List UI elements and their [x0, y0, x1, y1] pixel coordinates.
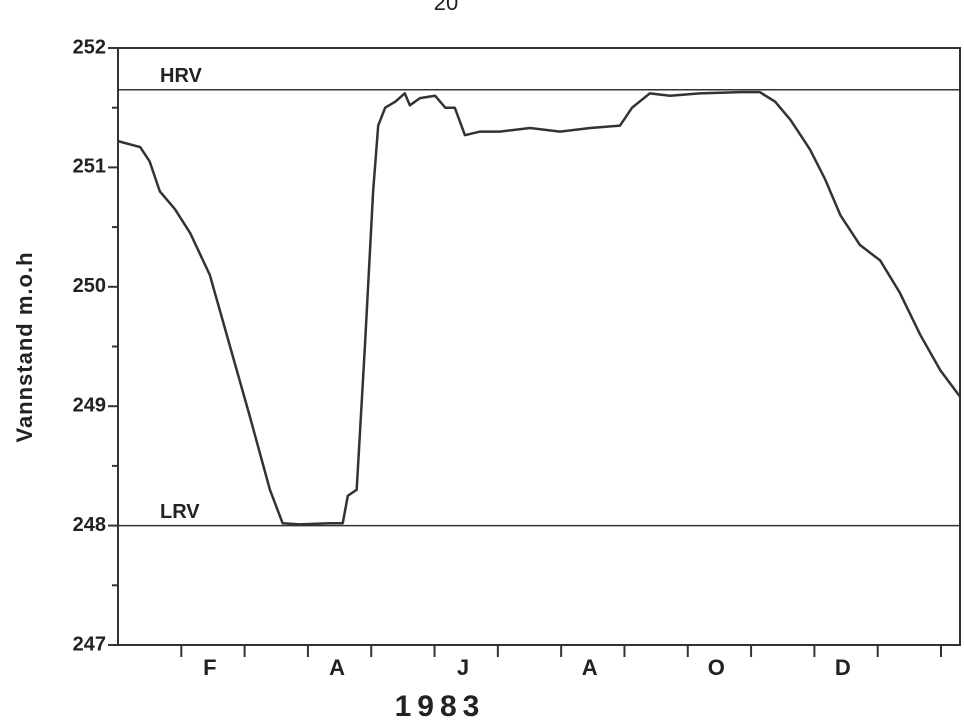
x-axis-title: 1983 — [395, 690, 486, 723]
y-tick-label: 250 — [73, 275, 106, 297]
x-tick-label: D — [835, 655, 851, 680]
reference-label: HRV — [160, 65, 203, 87]
x-tick-label: A — [329, 655, 345, 680]
y-tick-label: 248 — [73, 514, 106, 536]
page-number: 20 — [434, 0, 458, 15]
y-tick-label: 249 — [73, 394, 106, 416]
y-tick-label: 251 — [73, 156, 106, 178]
water-level-line — [117, 90, 962, 526]
y-tick-label: 252 — [73, 36, 106, 58]
x-tick-label: O — [708, 655, 725, 680]
y-axis-label: Vannstand m.o.h — [12, 251, 37, 442]
x-tick-label: F — [203, 655, 216, 680]
x-tick-label: J — [457, 655, 469, 680]
plot-frame — [117, 47, 961, 646]
y-tick-label: 247 — [73, 633, 106, 655]
x-tick-label: A — [582, 655, 598, 680]
reference-label: LRV — [160, 501, 200, 523]
